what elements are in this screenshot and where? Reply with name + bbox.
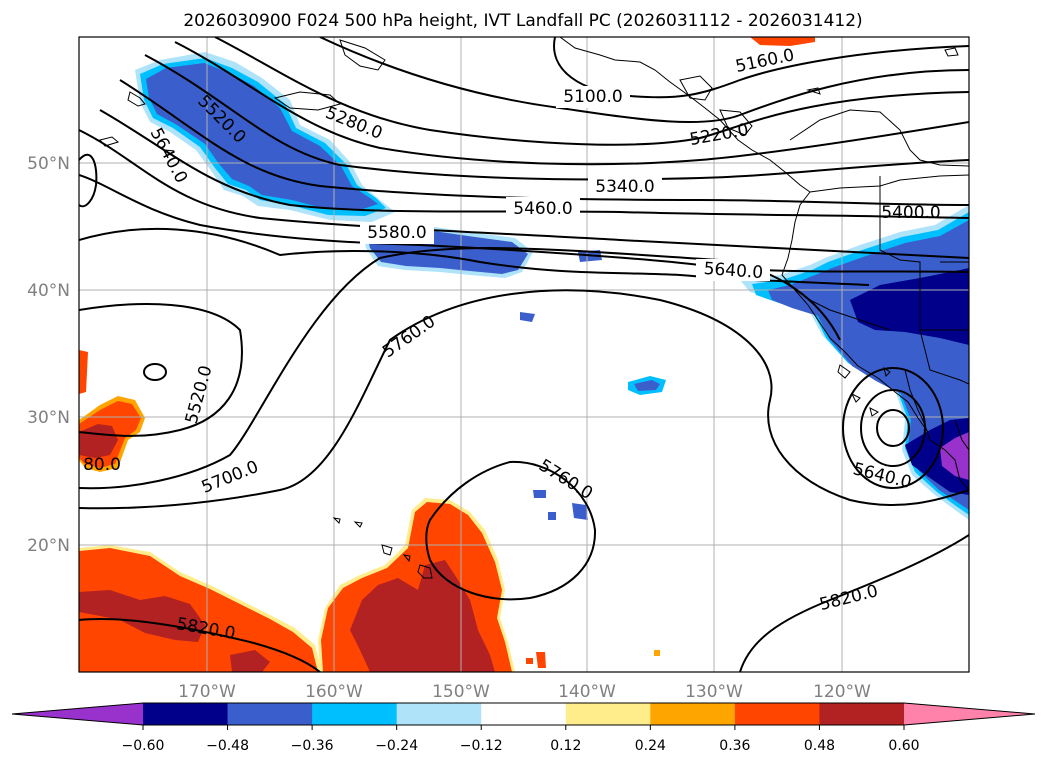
contour-label: 5400.0	[881, 203, 940, 223]
contour-label: 80.0	[83, 455, 121, 475]
colorbar-tick-label: 0.24	[635, 738, 666, 754]
longitude-labels: 170°W 160°W 150°W 140°W 130°W 120°W	[178, 682, 871, 702]
colorbar-extend-high	[904, 703, 1035, 725]
lat-label: 50°N	[27, 154, 70, 174]
colorbar-segment	[734, 703, 820, 725]
map-panel: 5100.0 5160.0 5220.0 5280.0 5340.0 5400.…	[79, 37, 969, 672]
map-frame	[78, 36, 970, 673]
contour-label: 5580.0	[367, 223, 426, 243]
colorbar-tick-label: 0.12	[550, 738, 581, 754]
colorbar-extend-low	[12, 703, 143, 725]
colorbar-segment	[650, 703, 736, 725]
lon-label: 170°W	[178, 682, 236, 702]
lon-label: 120°W	[813, 682, 871, 702]
contour-label: 5460.0	[513, 199, 572, 219]
colorbar-segments	[12, 703, 1035, 725]
map-title: 2026030900 F024 500 hPa height, IVT Land…	[183, 11, 862, 31]
height-contours	[79, 37, 969, 672]
colorbar-segment	[312, 703, 398, 725]
colorbar-segment	[143, 703, 229, 725]
colorbar-tick-label: 0.36	[719, 738, 750, 754]
colorbar-segment	[565, 703, 651, 725]
colorbar-tick-label: −0.36	[291, 738, 334, 754]
contour-label: 5340.0	[595, 177, 654, 197]
coastlines	[99, 37, 969, 579]
latitude-labels: 50°N 40°N 30°N 20°N	[27, 154, 70, 556]
colorbar-tick-label: 0.60	[888, 738, 919, 754]
colorbar-tick-label: −0.24	[375, 738, 418, 754]
lon-label: 150°W	[432, 682, 490, 702]
lat-label: 40°N	[27, 281, 70, 301]
lon-label: 130°W	[685, 682, 743, 702]
colorbar-tick-label: −0.12	[460, 738, 503, 754]
lat-label: 30°N	[27, 408, 70, 428]
ivt-negative-fill	[135, 52, 969, 520]
colorbar-segment	[227, 703, 313, 725]
colorbar-ticks: −0.60 −0.48 −0.36 −0.24 −0.12 0.12 0.24 0.36 0.4…	[122, 725, 920, 754]
lon-label: 160°W	[305, 682, 363, 702]
colorbar-tick-label: 0.48	[804, 738, 835, 754]
colorbar-tick-label: −0.48	[206, 738, 249, 754]
colorbar-segment	[396, 703, 482, 725]
lat-label: 20°N	[27, 536, 70, 556]
contour-label: 5100.0	[563, 87, 622, 107]
contour-label: 5640.0	[703, 259, 764, 283]
colorbar-tick-label: −0.60	[122, 738, 165, 754]
colorbar: −0.60 −0.48 −0.36 −0.24 −0.12 0.12 0.24 0.36 0.4…	[11, 702, 1036, 754]
colorbar-segment	[481, 703, 567, 725]
colorbar-segment	[819, 703, 905, 725]
colorbar-outline	[11, 702, 1036, 726]
lon-label: 140°W	[558, 682, 616, 702]
